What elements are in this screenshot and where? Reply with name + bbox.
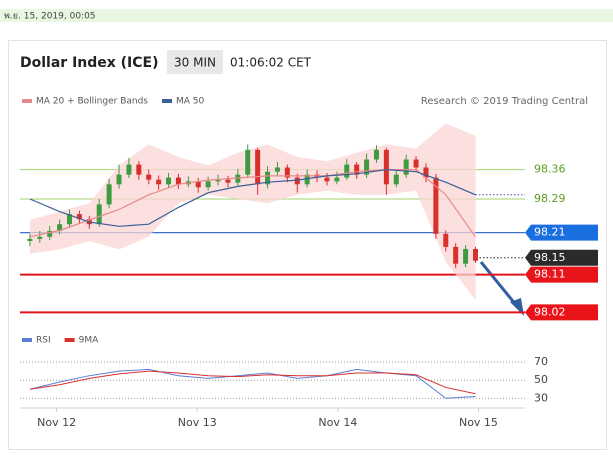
candle-body xyxy=(57,224,63,231)
level-label: 98.11 xyxy=(534,268,566,281)
candle-body xyxy=(453,246,459,264)
level-tag xyxy=(525,304,598,321)
timeframe-box xyxy=(167,50,223,74)
ma-line xyxy=(29,169,476,238)
candle-body xyxy=(472,248,478,261)
candle-body xyxy=(37,236,43,239)
rsi-line xyxy=(29,370,476,395)
candle-body xyxy=(373,149,379,160)
candle-body xyxy=(47,230,53,237)
legend-swatch xyxy=(22,338,32,342)
ma-line xyxy=(29,168,476,227)
legend-swatch xyxy=(64,338,75,342)
candle-body xyxy=(245,149,251,175)
candle-body xyxy=(146,174,152,180)
candle-body xyxy=(215,179,221,182)
legend-label: RSI xyxy=(36,336,51,346)
candle-body xyxy=(443,233,449,247)
candle-body xyxy=(205,181,211,188)
candle-body xyxy=(393,174,399,185)
candle-body xyxy=(413,159,419,168)
candle-body xyxy=(116,174,122,185)
candle-body xyxy=(265,171,271,185)
candle-body xyxy=(255,149,261,185)
candle-body xyxy=(156,179,162,185)
date: พ.ย. 15, 2019, 00:05 xyxy=(4,12,96,22)
candle-body xyxy=(334,177,340,182)
candle-body xyxy=(324,177,330,182)
candle-body xyxy=(364,159,370,175)
candle-body xyxy=(423,167,429,178)
x-tick-label: Nov 12 xyxy=(37,416,76,429)
candle-body xyxy=(195,181,201,188)
credit: Research © 2019 Trading Central xyxy=(421,96,588,107)
candle-body xyxy=(27,238,33,241)
candle-body xyxy=(354,164,360,175)
legend-label: MA 50 xyxy=(176,97,205,107)
timeframe: 30 MIN xyxy=(174,56,216,70)
level-label: 98.29 xyxy=(534,192,566,205)
arrow xyxy=(479,261,518,306)
candle-body xyxy=(433,177,439,234)
candle-body xyxy=(166,177,172,185)
candle-body xyxy=(463,248,469,264)
y-tick-label: 70 xyxy=(534,355,548,368)
level-label: 98.02 xyxy=(534,305,566,318)
candle-body xyxy=(344,164,350,178)
candle-body xyxy=(175,177,181,185)
level-tag xyxy=(525,224,598,241)
legend-label: 9MA xyxy=(79,336,99,346)
level-label: 98.21 xyxy=(534,226,566,239)
candle-body xyxy=(76,214,82,220)
legend-swatch xyxy=(162,99,172,103)
candle-body xyxy=(235,174,241,183)
y-tick-label: 50 xyxy=(534,373,548,386)
candle-body xyxy=(383,149,389,185)
candle-body xyxy=(225,179,231,183)
candle-body xyxy=(304,174,310,185)
candle-body xyxy=(136,164,142,175)
candle-body xyxy=(67,214,73,225)
x-tick-label: Nov 15 xyxy=(459,416,498,429)
level-label: 98.36 xyxy=(534,163,566,176)
candle-body xyxy=(96,204,102,225)
candle-body xyxy=(284,167,290,178)
date-bar xyxy=(0,9,613,22)
candle-body xyxy=(294,177,300,185)
y-tick-label: 30 xyxy=(534,391,548,404)
candle-body xyxy=(126,164,132,175)
candle-body xyxy=(403,159,409,175)
x-tick-label: Nov 14 xyxy=(318,416,357,429)
legend-swatch xyxy=(22,99,32,103)
x-tick-label: Nov 13 xyxy=(178,416,217,429)
candle-body xyxy=(106,184,112,205)
level-label: 98.15 xyxy=(534,251,566,264)
candle-body xyxy=(274,167,280,172)
level-tag xyxy=(525,249,598,266)
level-tag xyxy=(525,266,598,283)
title: Dollar Index (ICE) xyxy=(20,55,159,71)
legend-label: MA 20 + Bollinger Bands xyxy=(36,97,148,107)
time: 01:06:02 CET xyxy=(230,56,312,70)
